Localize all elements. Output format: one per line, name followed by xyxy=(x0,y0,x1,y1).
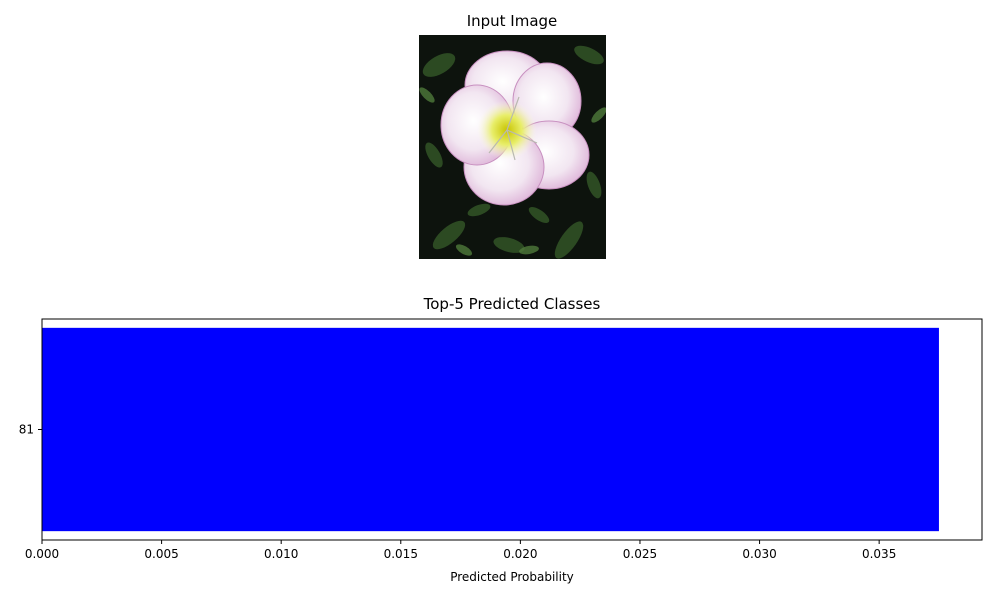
x-tick-label: 0.010 xyxy=(264,547,298,561)
input-image xyxy=(419,35,606,259)
x-axis-ticks: 0.000 0.005 0.010 0.015 0.020 0.025 0.030 0.035 xyxy=(25,540,896,561)
x-tick-label: 0.035 xyxy=(862,547,896,561)
x-tick-label: 0.020 xyxy=(503,547,537,561)
y-tick-label: 81 xyxy=(19,423,34,437)
x-tick-label: 0.000 xyxy=(25,547,59,561)
x-tick-label: 0.030 xyxy=(742,547,776,561)
flower-photo xyxy=(419,35,606,259)
y-axis-ticks: 81 xyxy=(19,423,42,437)
x-tick-label: 0.015 xyxy=(384,547,418,561)
x-axis-label: Predicted Probability xyxy=(450,570,574,584)
chart-title: Top-5 Predicted Classes xyxy=(423,295,601,313)
image-title: Input Image xyxy=(466,12,558,30)
x-tick-label: 0.005 xyxy=(144,547,178,561)
bar-81 xyxy=(42,327,939,532)
x-tick-label: 0.025 xyxy=(623,547,657,561)
